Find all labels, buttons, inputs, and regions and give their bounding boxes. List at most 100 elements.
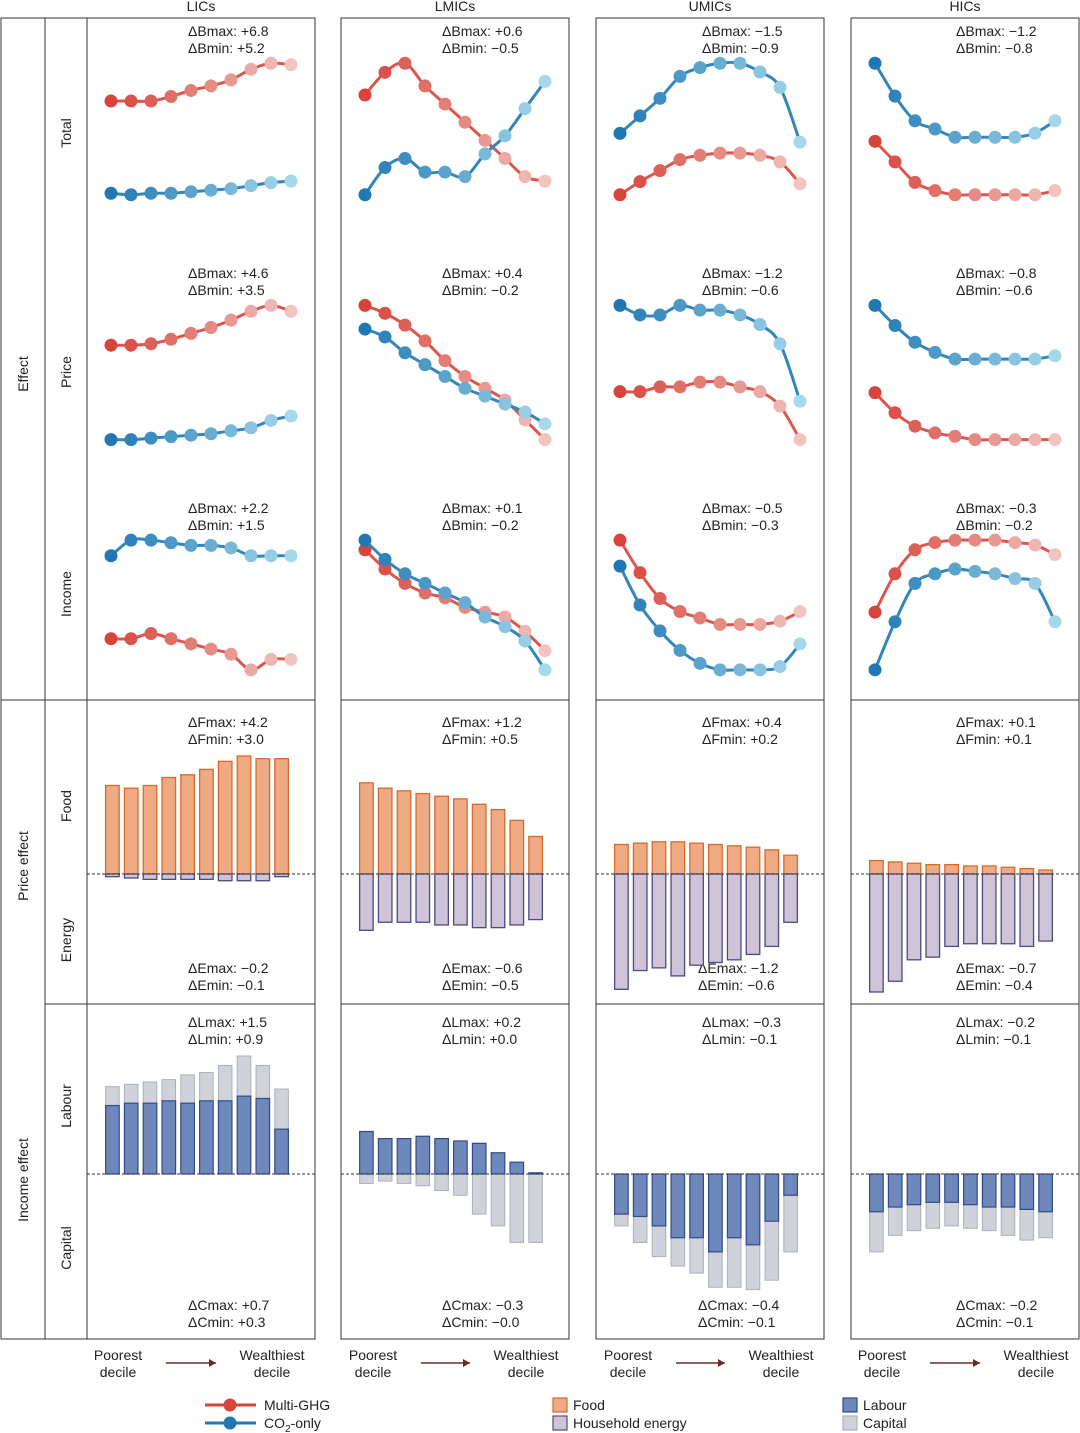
series-multi-ghg [358,56,552,188]
bar-food [613,843,629,875]
data-point [184,538,198,552]
bar-labour [869,1173,884,1213]
data-point [653,91,667,105]
bar-food [887,861,903,875]
data-point [713,303,727,317]
bar-labour [670,1173,686,1239]
bar-labour [471,1142,487,1175]
bar-food [236,755,252,875]
series-line [110,632,292,672]
series-co2-only [104,174,298,202]
legend-co2-only: CO2-only [205,1415,321,1433]
data-point [518,634,532,648]
data-point [968,564,982,578]
decile-arrow-head [209,1359,216,1367]
series-multi-ghg [104,298,298,352]
legend-swatch [552,1415,568,1431]
frame-left-block [0,17,316,1340]
x-axis-right-label: Wealthiest [239,1347,304,1363]
annotation-text: ΔBmin: −0.6 [956,282,1033,298]
bar-household-energy [632,873,648,972]
annotation-text: ΔBmax: +0.6 [442,23,523,39]
data-point [908,335,922,349]
data-point [224,647,238,661]
bar-food [689,842,705,875]
bar-household-energy [180,873,196,881]
bar-labour [906,1173,922,1206]
bar-labour [142,1102,158,1175]
x-axis-left-label: decile [610,1364,647,1380]
x-axis-right-label: decile [1018,1364,1055,1380]
bar-food [452,798,468,875]
data-point [164,430,178,444]
bar-capital [528,1173,543,1243]
bar-labour [123,1102,139,1175]
data-point [908,175,922,189]
series-line [363,80,547,196]
panel-frames [0,17,1080,1340]
data-point [1048,184,1062,198]
data-point [1028,576,1042,590]
data-point [358,322,372,336]
annotation-text: ΔLmin: +0.0 [442,1031,517,1047]
data-point [1048,433,1062,447]
data-point [264,56,278,70]
bar-food [981,865,997,875]
data-point [713,146,727,160]
data-point [773,660,787,674]
data-point [124,433,138,447]
bar-household-energy [236,873,252,882]
bar-labour [199,1100,214,1175]
annotation-text: ΔBmin: −0.5 [442,40,519,56]
annotation-text: ΔEmax: −1.2 [698,960,779,976]
bar-food [142,784,158,875]
series-multi-ghg [613,146,807,202]
data-point [1008,536,1022,550]
data-point [184,428,198,442]
series-line [618,565,802,672]
annotation-text: ΔBmax: +4.6 [188,265,269,281]
bar-food [396,790,412,875]
annotation-text: ΔBmin: +5.2 [188,40,265,56]
data-point [753,385,767,399]
data-point [204,321,218,335]
data-point [633,109,647,123]
series-line [873,62,1056,140]
data-point [733,146,747,160]
frame-column [850,17,1080,1340]
annotation-text: ΔBmin: −0.9 [702,40,779,56]
data-point [518,170,532,184]
annotation-text: ΔBmin: +3.5 [188,282,265,298]
data-point [1008,188,1022,202]
data-point [144,186,158,200]
column-title: HICs [949,0,980,14]
data-point [733,308,747,322]
data-point [418,165,432,179]
annotation-text: ΔLmin: −0.1 [702,1031,777,1047]
bar-capital [490,1173,506,1227]
annotation-text: ΔBmin: −0.2 [442,517,519,533]
data-point [104,433,118,447]
x-axis-right-label: decile [254,1364,291,1380]
data-point [358,533,372,547]
data-point [224,182,238,196]
data-point [908,576,922,590]
bar-household-energy [415,873,431,923]
series-line [618,539,801,627]
data-point [438,586,452,600]
data-point [244,304,258,318]
bar-capital [377,1173,393,1182]
series-line [111,61,292,103]
data-point [633,175,647,189]
bar-labour [981,1173,997,1208]
bar-food [651,841,667,875]
data-point [418,586,432,600]
data-point [538,663,552,677]
bar-food [161,776,177,875]
bar-labour [887,1173,903,1208]
bar-labour [274,1128,289,1175]
bar-food [104,784,120,875]
data-point [124,533,138,547]
bar-labour [180,1102,195,1175]
